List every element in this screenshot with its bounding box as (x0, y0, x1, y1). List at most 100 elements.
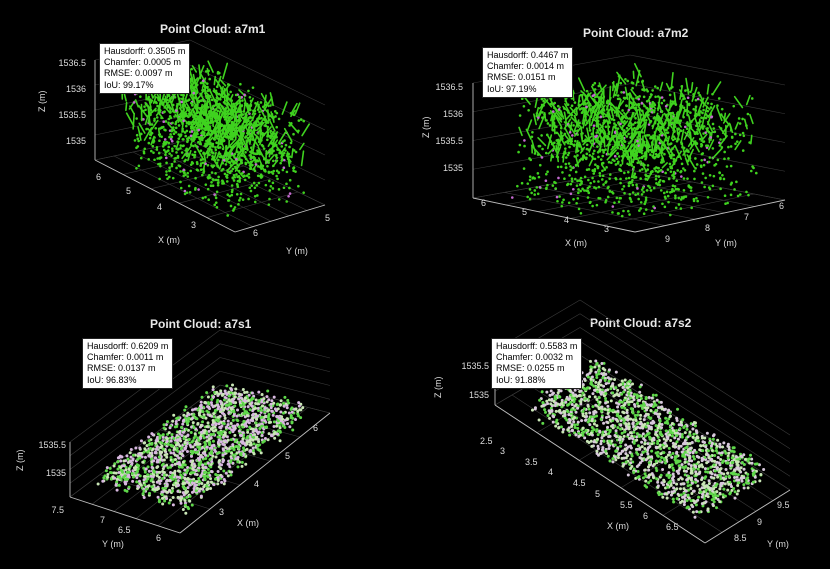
point (163, 143, 167, 146)
point (235, 173, 238, 176)
point (179, 133, 183, 136)
point (627, 176, 631, 180)
point (267, 412, 271, 416)
point (205, 133, 209, 136)
point (216, 407, 220, 411)
point (126, 457, 130, 461)
point (626, 93, 630, 96)
point (662, 437, 666, 441)
point (251, 101, 259, 116)
point (663, 195, 667, 199)
point (193, 407, 197, 411)
point (649, 172, 653, 175)
point (231, 137, 234, 141)
point (278, 403, 282, 407)
point (161, 92, 166, 101)
point (668, 93, 672, 97)
point (220, 393, 224, 397)
point (175, 416, 179, 420)
point (694, 157, 697, 160)
point (575, 142, 578, 154)
point (579, 179, 583, 183)
point (225, 173, 229, 177)
point (217, 443, 221, 447)
z-tick: 1535 (46, 468, 66, 478)
point (164, 423, 168, 427)
point (162, 140, 166, 144)
point (205, 121, 209, 125)
point (556, 199, 559, 203)
point (225, 384, 229, 388)
point (169, 476, 173, 480)
point (662, 191, 666, 195)
point (184, 490, 188, 494)
point (573, 143, 576, 147)
point (639, 207, 643, 210)
point (192, 426, 196, 430)
point (198, 99, 201, 103)
rmse-value: RMSE: 0.0137 m (87, 363, 156, 374)
point (577, 94, 581, 107)
point (579, 211, 583, 215)
point (134, 446, 138, 450)
point (537, 175, 541, 179)
point (289, 141, 293, 145)
point (636, 187, 639, 190)
point (644, 118, 648, 122)
point (142, 109, 145, 113)
point (248, 95, 252, 99)
y-tick: 8 (705, 223, 710, 233)
point (175, 151, 178, 154)
point (283, 426, 287, 430)
point (201, 410, 205, 414)
point (273, 407, 277, 411)
point (249, 418, 253, 422)
point (706, 101, 710, 105)
point (157, 111, 164, 120)
point (217, 465, 221, 469)
point (157, 108, 160, 112)
point (716, 494, 720, 498)
point (191, 421, 195, 425)
point (263, 437, 267, 441)
point (302, 191, 305, 194)
point (199, 436, 203, 440)
point (555, 146, 562, 158)
point (165, 173, 168, 177)
point (276, 177, 279, 181)
point (258, 110, 261, 114)
point (225, 148, 234, 163)
point (272, 169, 276, 173)
point (231, 409, 235, 413)
point (580, 90, 587, 97)
panel-a7m1: Point Cloud: a7m1 1536.5 1536 1535.5 153… (0, 0, 415, 285)
point (729, 193, 733, 197)
point (576, 179, 579, 183)
point (281, 140, 285, 143)
point (285, 182, 288, 186)
point (291, 428, 295, 432)
point (252, 181, 256, 185)
point (555, 139, 559, 142)
point (736, 194, 740, 198)
point (554, 187, 558, 190)
point (644, 177, 648, 181)
point (651, 393, 655, 397)
point (209, 463, 213, 467)
point (637, 105, 643, 113)
point (222, 478, 226, 482)
point (267, 171, 271, 174)
point (206, 67, 210, 76)
point (244, 135, 248, 138)
point (127, 467, 131, 471)
point (172, 128, 176, 132)
point (658, 146, 665, 163)
iou-value: IoU: 96.83% (87, 374, 137, 385)
point (174, 458, 178, 462)
point (670, 434, 674, 438)
point (142, 496, 146, 500)
point (602, 115, 605, 118)
point (689, 90, 692, 94)
point (571, 134, 574, 137)
point (628, 94, 638, 107)
